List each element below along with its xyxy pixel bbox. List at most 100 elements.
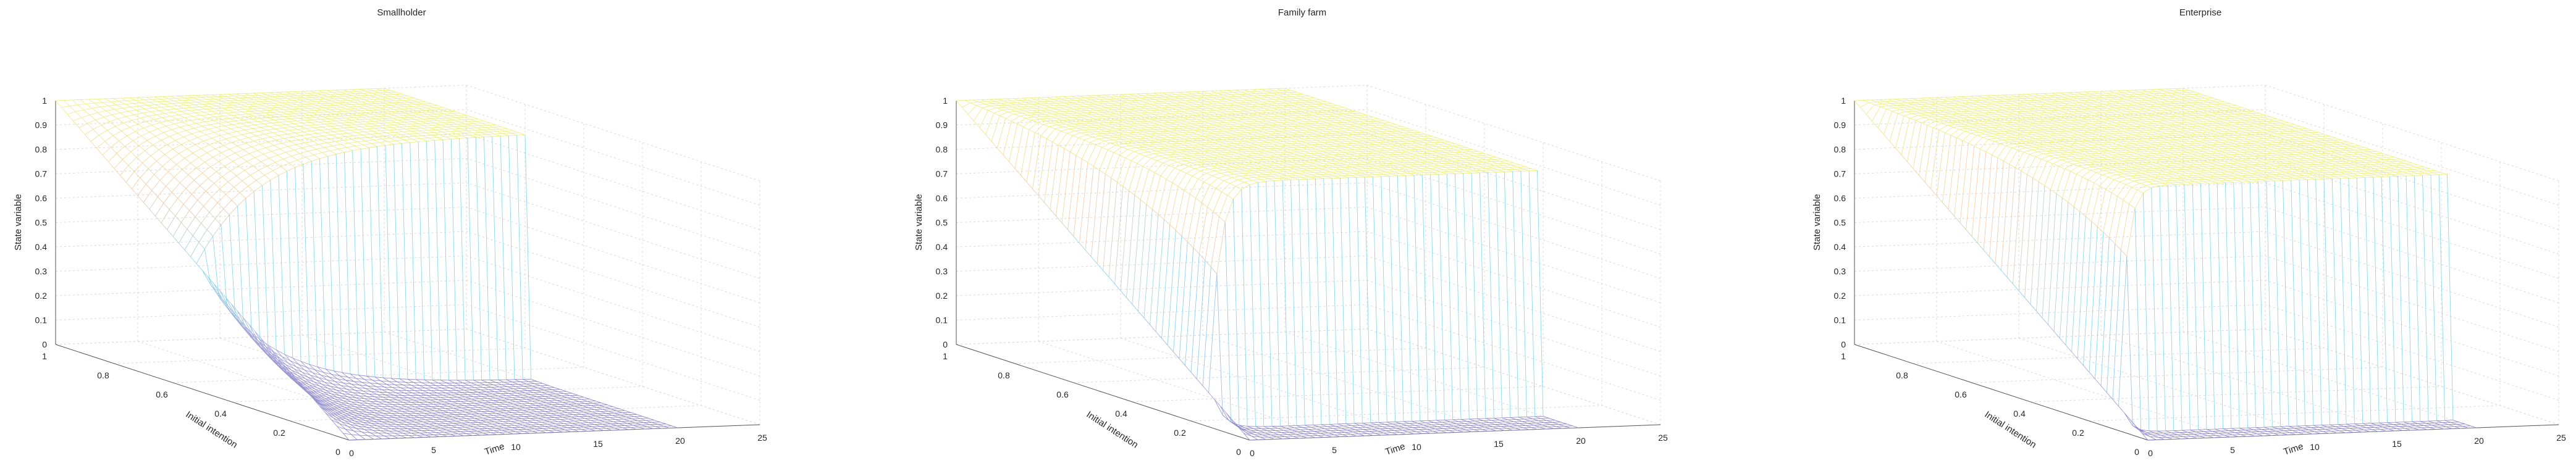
surface-segment — [615, 419, 621, 422]
surface-segment — [473, 411, 480, 414]
surface-segment — [546, 417, 555, 419]
surface-segment — [605, 428, 612, 431]
surface-segment — [584, 402, 594, 404]
surface-segment — [1016, 110, 1025, 112]
surface-segment — [251, 333, 260, 346]
surface-segment — [75, 109, 84, 112]
surface-segment — [148, 168, 154, 175]
surface-segment — [548, 385, 555, 388]
surface-segment — [356, 428, 364, 430]
surface-segment — [1200, 123, 1209, 124]
surface-segment — [424, 428, 431, 431]
surface-segment — [161, 106, 170, 107]
surface-segment — [384, 102, 390, 106]
surface-segment — [1105, 101, 1114, 102]
surface-segment — [272, 131, 281, 133]
surface-segment — [369, 125, 377, 127]
surface-segment — [1120, 94, 1129, 95]
surface-segment — [671, 425, 678, 428]
surface-segment — [382, 120, 388, 123]
surface-segment — [182, 99, 191, 101]
surface-segment — [1187, 98, 1196, 99]
surface-segment — [1176, 109, 1184, 110]
surface-segment — [292, 136, 299, 140]
surface-segment — [985, 112, 995, 135]
surface-segment — [198, 242, 205, 249]
surface-segment — [450, 433, 457, 436]
surface-segment — [1247, 123, 1256, 124]
surface-segment — [371, 93, 377, 96]
surface-segment — [310, 144, 319, 146]
surface-segment — [385, 94, 394, 95]
surface-segment — [329, 102, 338, 104]
surface-segment — [140, 117, 146, 122]
surface-segment — [386, 132, 393, 136]
surface-segment — [348, 396, 356, 398]
surface-segment — [317, 399, 324, 404]
surface-segment — [379, 391, 388, 393]
surface-segment — [420, 106, 427, 109]
surface-segment — [293, 106, 300, 109]
surface-segment — [285, 91, 294, 93]
surface-segment — [329, 138, 335, 142]
surface-segment — [112, 130, 122, 136]
surface-segment — [473, 380, 480, 383]
surface-segment — [252, 339, 259, 346]
surface-segment — [552, 404, 558, 407]
surface-segment — [316, 401, 322, 407]
surface-segment — [181, 144, 188, 149]
surface-segment — [279, 104, 288, 106]
surface-segment — [1156, 96, 1166, 98]
surface-segment — [501, 127, 508, 129]
surface-segment — [128, 109, 137, 112]
surface-segment — [657, 423, 664, 427]
surface-segment — [175, 108, 182, 112]
surface-segment — [400, 404, 407, 407]
surface-segment — [518, 414, 526, 415]
surface-segment — [429, 430, 436, 433]
surface-segment — [457, 427, 466, 428]
surface-segment — [64, 100, 70, 107]
surface-segment — [300, 381, 307, 386]
surface-segment — [323, 391, 332, 394]
surface-segment — [1121, 130, 1130, 131]
surface-segment — [174, 169, 183, 178]
surface-segment — [403, 99, 411, 101]
surface-segment — [478, 422, 487, 423]
surface-segment — [459, 394, 466, 398]
surface-segment — [329, 395, 335, 399]
surface-segment — [210, 124, 217, 128]
surface-segment — [237, 146, 244, 150]
surface-segment — [608, 411, 617, 412]
surface-segment — [394, 94, 400, 97]
surface-segment — [231, 200, 238, 207]
surface-segment — [155, 104, 162, 107]
surface-segment — [342, 372, 348, 378]
surface-segment — [258, 94, 267, 96]
surface-segment — [575, 397, 584, 398]
surface-segment — [472, 132, 479, 135]
surface-segment — [335, 111, 342, 114]
surface-segment — [419, 99, 426, 102]
surface-segment — [347, 389, 355, 391]
surface-segment — [1340, 117, 1349, 119]
surface-segment — [321, 403, 327, 408]
surface-segment — [472, 435, 481, 436]
surface-segment — [316, 380, 322, 385]
surface-segment — [437, 120, 445, 121]
surface-segment — [523, 379, 529, 382]
surface-segment — [171, 182, 180, 193]
surface-segment — [1045, 120, 1054, 122]
x-axis-label: Initial intention — [1085, 409, 1140, 450]
surface-segment — [1166, 102, 1175, 104]
surface-segment — [363, 391, 369, 394]
surface-segment — [371, 107, 380, 109]
surface-segment — [1134, 110, 1143, 112]
surface-segment — [134, 162, 143, 172]
surface-segment — [431, 103, 437, 106]
surface-segment — [573, 399, 579, 402]
surface-segment — [513, 130, 520, 133]
surface-segment — [540, 430, 549, 431]
surface-segment — [301, 122, 311, 123]
surface-segment — [343, 120, 350, 123]
